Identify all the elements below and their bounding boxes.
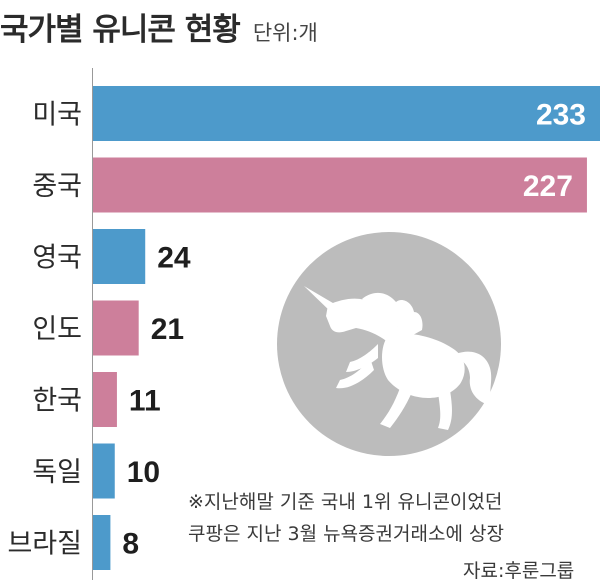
category-label: 미국 bbox=[32, 100, 82, 131]
category-label: 중국 bbox=[32, 171, 82, 202]
category-label: 영국 bbox=[32, 243, 82, 274]
footnote: ※지난해말 기준 국내 1위 유니콘이었던 쿠팡은 지난 3월 뉴욕증권거래소에… bbox=[188, 486, 504, 550]
bar-value-label: 24 bbox=[157, 242, 191, 275]
source-label: 자료:후룬그룹 bbox=[463, 560, 575, 582]
chart-title: 국가별 유니콘 현황 bbox=[0, 12, 241, 48]
bar bbox=[93, 372, 117, 427]
bar-value-label: 233 bbox=[536, 99, 586, 132]
category-label: 브라질 bbox=[7, 529, 82, 560]
category-label: 인도 bbox=[32, 314, 82, 345]
bar bbox=[93, 300, 139, 356]
bar-value-label: 11 bbox=[129, 385, 161, 418]
bar bbox=[93, 515, 111, 570]
category-label: 독일 bbox=[32, 457, 82, 488]
bar bbox=[93, 443, 115, 499]
bar-value-label: 227 bbox=[523, 170, 573, 203]
title-row: 국가별 유니콘 현황 단위:개 bbox=[0, 4, 318, 54]
bar-value-label: 10 bbox=[127, 456, 160, 489]
bar-value-label: 8 bbox=[122, 528, 139, 561]
unit-label: 단위:개 bbox=[252, 21, 318, 45]
bar bbox=[93, 86, 600, 141]
footnote-line-1: ※지난해말 기준 국내 1위 유니콘이었던 bbox=[188, 491, 503, 513]
bars: 미국 233 중국 227 영국 24 인도 21 한국 11 독일 10 브라질 8 bbox=[7, 86, 600, 570]
unicorn-icon bbox=[277, 232, 501, 456]
footnote-line-2: 쿠팡은 지난 3월 뉴욕증권거래소에 상장 bbox=[188, 523, 504, 545]
bar bbox=[93, 157, 587, 213]
bar bbox=[93, 229, 146, 284]
category-label: 한국 bbox=[32, 386, 82, 417]
bar-value-label: 21 bbox=[151, 313, 184, 346]
